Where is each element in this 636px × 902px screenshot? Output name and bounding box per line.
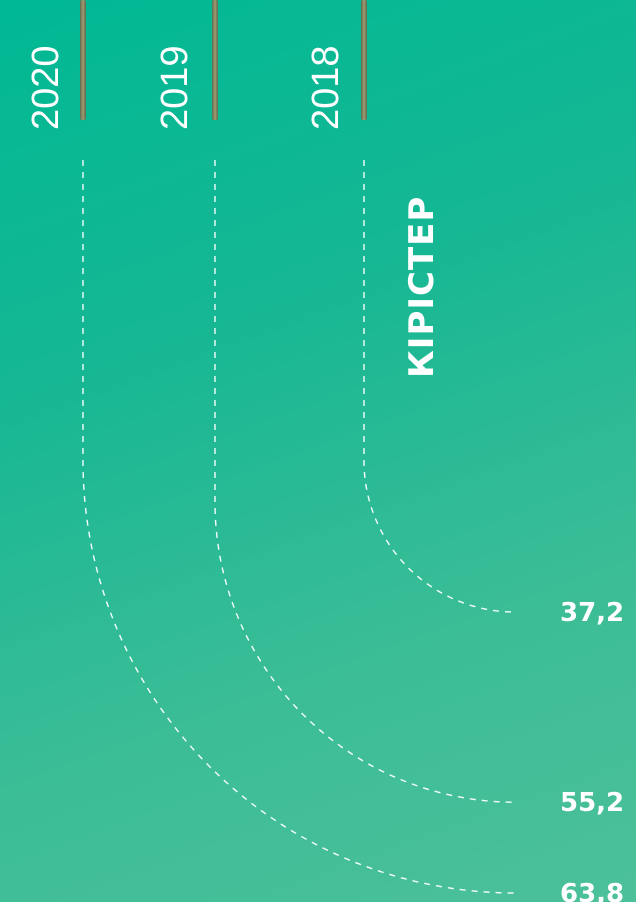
value-label-2019: 55,2 [560,788,624,818]
year-label-2019: 2019 [154,45,196,130]
series-line-2018 [363,160,516,613]
year-label-2020: 2020 [25,45,67,130]
year-label-2018: 2018 [305,45,347,130]
series-line-2019 [214,160,516,803]
chart-title: КІРІСТЕР [402,196,442,378]
year-bar-2020 [80,0,86,120]
value-label-2018: 37,2 [560,598,624,628]
value-label-2020: 63,8 [560,879,624,902]
marks-layer: 2020 63,8 2019 55,2 2018 37,2 [25,0,624,902]
year-bar-2018 [361,0,367,120]
series-line-2020 [82,160,516,894]
year-bar-2019 [212,0,218,120]
